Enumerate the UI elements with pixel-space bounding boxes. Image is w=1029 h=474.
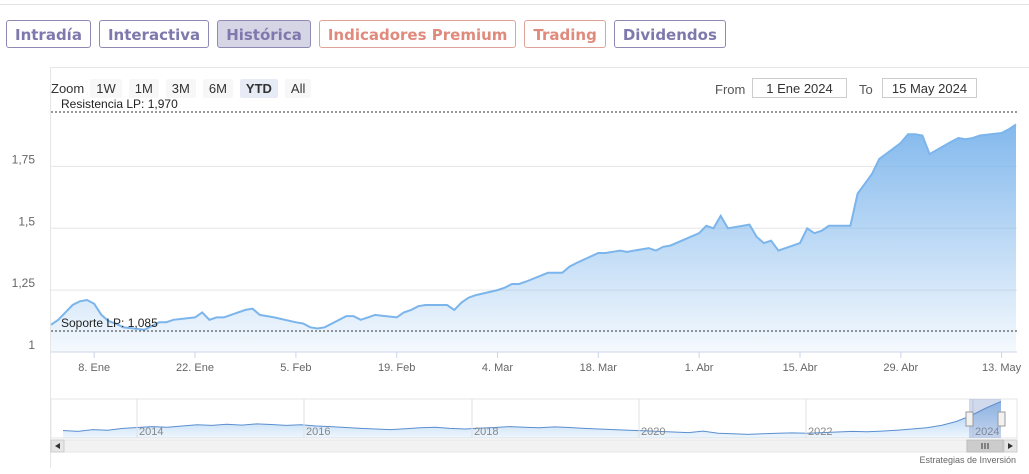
zoom-label: Zoom xyxy=(51,81,85,96)
to-label: To xyxy=(859,82,873,97)
y-tick-label: 1,5 xyxy=(18,214,35,228)
y-tick-label: 1,25 xyxy=(12,276,36,290)
zoom-3m-button[interactable]: 3M xyxy=(165,79,196,98)
zoom-all-button[interactable]: All xyxy=(284,79,312,98)
tab-bar: Intradía Interactiva Histórica Indicador… xyxy=(6,20,726,48)
tab-historica[interactable]: Histórica xyxy=(217,20,311,48)
zoom-6m-button[interactable]: 6M xyxy=(202,79,233,98)
zoom-1m-button[interactable]: 1M xyxy=(128,79,159,98)
y-tick-label: 1,75 xyxy=(12,152,36,166)
tab-interactiva[interactable]: Interactiva xyxy=(98,20,210,48)
tab-trading[interactable]: Trading xyxy=(524,20,606,48)
tab-dividendos[interactable]: Dividendos xyxy=(613,20,726,48)
tab-intradia[interactable]: Intradía xyxy=(6,20,91,48)
top-border xyxy=(0,4,1029,5)
chart-frame xyxy=(50,67,1029,468)
credit-text: Estrategias de Inversión xyxy=(919,455,1016,465)
from-date-input[interactable]: 1 Ene 2024 xyxy=(752,78,847,98)
from-label: From xyxy=(715,82,746,97)
zoom-selector: Zoom 1W 1M 3M 6M YTD All xyxy=(51,79,318,98)
y-tick-label: 1 xyxy=(28,338,35,352)
zoom-ytd-button[interactable]: YTD xyxy=(239,79,278,98)
tab-indicadores-premium[interactable]: Indicadores Premium xyxy=(318,20,517,48)
zoom-1w-button[interactable]: 1W xyxy=(90,79,122,98)
to-date-input[interactable]: 15 May 2024 xyxy=(882,78,977,98)
